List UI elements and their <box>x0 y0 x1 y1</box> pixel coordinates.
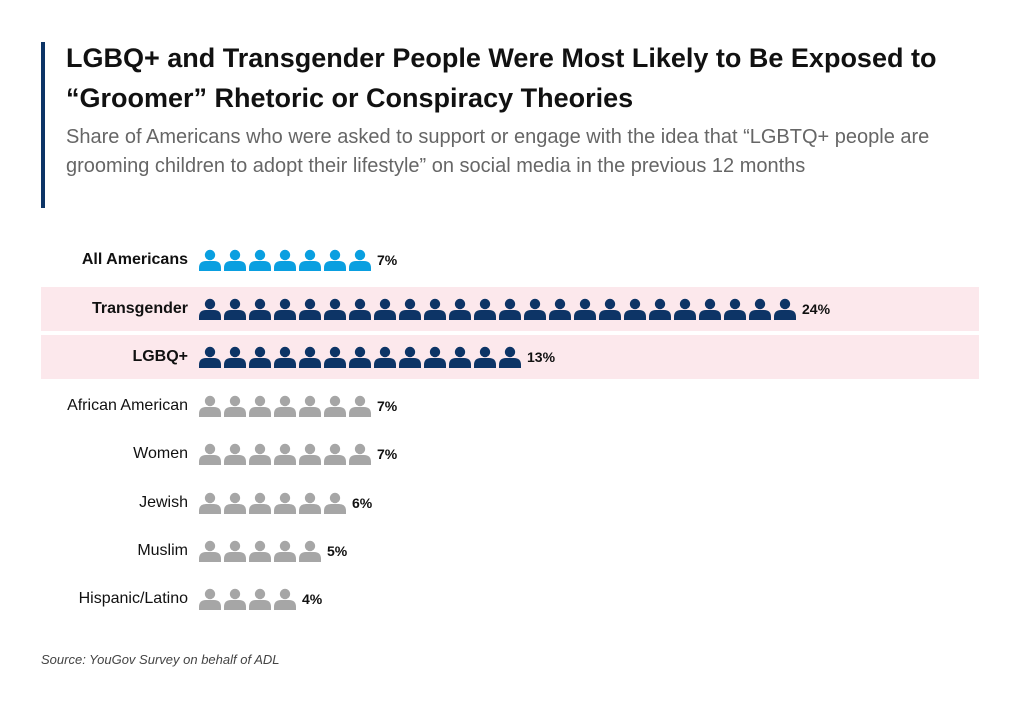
person-icon <box>699 298 721 320</box>
person-icon <box>224 346 246 368</box>
category-label: Transgender <box>91 300 188 317</box>
value-label: 5% <box>327 543 348 559</box>
person-icon <box>224 588 246 610</box>
person-icon <box>374 298 396 320</box>
person-icon <box>449 298 471 320</box>
person-icon <box>274 492 296 514</box>
person-icon <box>774 298 796 320</box>
person-icon <box>324 298 346 320</box>
person-icon <box>224 540 246 562</box>
person-icon <box>199 443 221 465</box>
person-icon <box>199 346 221 368</box>
person-icon <box>224 443 246 465</box>
value-label: 24% <box>802 301 831 317</box>
person-icon <box>424 346 446 368</box>
person-icon <box>349 395 371 417</box>
person-icon <box>299 346 321 368</box>
person-icon <box>674 298 696 320</box>
person-icon <box>574 298 596 320</box>
person-icon <box>224 249 246 271</box>
category-label: Hispanic/Latino <box>78 590 188 607</box>
chart-subtitle: Share of Americans who were asked to sup… <box>66 126 930 177</box>
value-label: 6% <box>352 495 373 511</box>
person-icon <box>474 298 496 320</box>
category-label: Muslim <box>137 542 188 559</box>
person-icon <box>249 346 271 368</box>
person-icon <box>324 395 346 417</box>
person-icon <box>349 346 371 368</box>
person-icon <box>199 588 221 610</box>
person-icon <box>249 249 271 271</box>
person-icon <box>624 298 646 320</box>
category-label: Jewish <box>139 494 188 511</box>
person-icon <box>349 298 371 320</box>
person-icon <box>299 395 321 417</box>
person-icon <box>499 298 521 320</box>
chart-title: LGBQ+ and Transgender People Were Most L… <box>66 43 937 113</box>
person-icon <box>274 443 296 465</box>
person-icon <box>724 298 746 320</box>
person-icon <box>299 492 321 514</box>
person-icon <box>299 540 321 562</box>
person-icon <box>199 492 221 514</box>
person-icon <box>249 298 271 320</box>
person-icon <box>274 346 296 368</box>
person-icon <box>249 443 271 465</box>
person-icon <box>274 298 296 320</box>
person-icon <box>274 249 296 271</box>
person-icon <box>249 540 271 562</box>
person-icon <box>349 443 371 465</box>
value-label: 13% <box>527 349 556 365</box>
person-icon <box>249 492 271 514</box>
person-icon <box>199 395 221 417</box>
person-icon <box>249 588 271 610</box>
person-icon <box>424 298 446 320</box>
person-icon <box>274 588 296 610</box>
person-icon <box>299 249 321 271</box>
person-icon <box>399 346 421 368</box>
person-icon <box>274 395 296 417</box>
value-label: 4% <box>302 591 323 607</box>
source-note: Source: YouGov Survey on behalf of ADL <box>41 652 280 667</box>
value-label: 7% <box>377 252 398 268</box>
person-icon <box>274 540 296 562</box>
person-icon <box>249 395 271 417</box>
person-icon <box>224 395 246 417</box>
person-icon <box>299 443 321 465</box>
person-icon <box>324 443 346 465</box>
person-icon <box>524 298 546 320</box>
category-label: All Americans <box>81 251 188 268</box>
person-icon <box>199 540 221 562</box>
person-icon <box>299 298 321 320</box>
value-label: 7% <box>377 446 398 462</box>
person-icon <box>474 346 496 368</box>
title-accent-bar <box>41 42 45 208</box>
person-icon <box>324 249 346 271</box>
person-icon <box>349 249 371 271</box>
category-label: African American <box>67 397 188 414</box>
person-icon <box>224 492 246 514</box>
person-icon <box>649 298 671 320</box>
value-label: 7% <box>377 398 398 414</box>
person-icon <box>549 298 571 320</box>
person-icon <box>399 298 421 320</box>
person-icon <box>324 492 346 514</box>
person-icon <box>374 346 396 368</box>
category-label: LGBQ+ <box>132 348 188 365</box>
person-icon <box>199 249 221 271</box>
person-icon <box>224 298 246 320</box>
person-icon <box>199 298 221 320</box>
person-icon <box>749 298 771 320</box>
person-icon <box>499 346 521 368</box>
category-label: Women <box>133 445 188 462</box>
person-icon <box>599 298 621 320</box>
person-icon <box>449 346 471 368</box>
person-icon <box>324 346 346 368</box>
